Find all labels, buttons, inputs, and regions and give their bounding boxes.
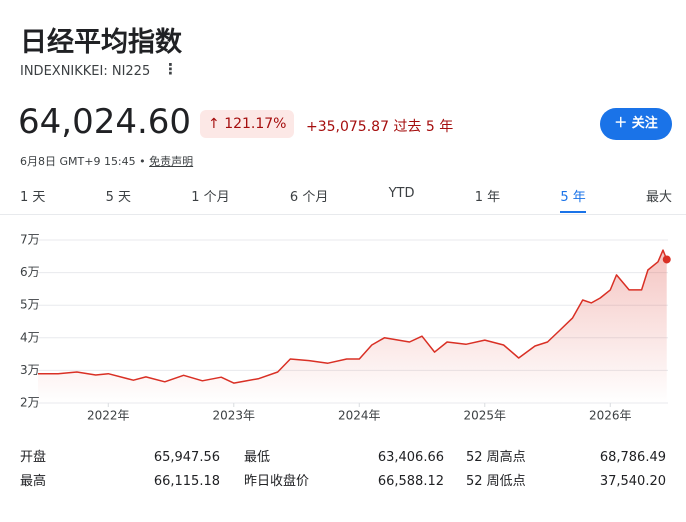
y-tick-label: 3万 [20,363,40,377]
y-tick-label: 7万 [20,233,40,247]
range-tab[interactable]: 5 天 [105,190,132,205]
more-menu[interactable]: ⋮ [163,60,178,78]
stat-label: 昨日收盘价 [244,474,310,489]
range-tab[interactable]: 5 年 [560,186,586,213]
range-tab[interactable]: YTD [388,186,415,201]
stats-row: 开盘 65,947.56 [20,446,220,470]
stat-value: 37,540.20 [599,474,666,489]
y-tick-label: 4万 [20,330,40,344]
x-tick-label: 2024年 [338,409,381,423]
stats-row: 52 周低点 37,540.20 [466,470,666,494]
y-tick-label: 5万 [20,298,40,312]
disclaimer[interactable]: 免责声明 [149,155,194,168]
change-percent: 121.17% [224,116,287,132]
stats-row: 52 周高点 68,786.49 [466,446,666,470]
stat-value: 66,115.18 [153,474,220,489]
range-tab[interactable]: 6 个月 [289,190,329,205]
timestamp-line: 6月8日 GMT+9 15:45 • 免责声明 [20,155,194,168]
range-tab[interactable]: 1 年 [474,190,501,205]
x-tick-label: 2025年 [463,409,506,423]
stat-label: 52 周低点 [466,474,526,489]
y-tick-label: 6万 [20,265,40,279]
change-pill: ↑ 121.17% [200,110,295,138]
y-tick-label: 2万 [20,396,40,410]
stat-label: 开盘 [20,450,47,465]
change-absolute: +35,075.87 [306,119,389,135]
chart: 2万 3万 4万 5万 6万 7万 2022年 2023年 2024年 2025年 2026年 [20,233,671,423]
range-tabs: 1 天 5 天 1 个月 6 个月 YTD 1 年 5 年 最大 [20,186,672,213]
stats-row: 昨日收盘价 66,588.12 [244,470,444,494]
price: 64,024.60 [18,102,192,142]
divider [0,214,686,215]
stat-value: 68,786.49 [599,450,666,465]
range-tab[interactable]: 1 个月 [191,190,230,205]
last-point [662,255,671,264]
follow-label[interactable]: 关注 [631,116,658,131]
area-fill [38,250,667,403]
period: 过去 5 年 [393,119,454,135]
stat-value: 65,947.56 [153,450,220,465]
x-tick-label: 2022年 [87,409,130,423]
stats-column: 52 周高点 68,786.49 52 周低点 37,540.20 [466,446,666,494]
x-tick-label: 2026年 [589,409,632,423]
title: 日经平均指数 [20,27,182,58]
stat-value: 63,406.66 [377,450,444,465]
price-line [37,249,668,384]
follow-button[interactable]: ＋ 关注 [600,108,672,140]
timestamp: 6月8日 GMT+9 15:45 [20,155,136,168]
stat-value: 66,588.12 [377,474,444,489]
range-tab[interactable]: 1 天 [20,190,46,205]
stat-label: 52 周高点 [466,450,526,465]
stat-label: 最高 [20,474,47,489]
change: +35,075.87 过去 5 年 [306,116,453,136]
stats-column: 开盘 65,947.56 最高 66,115.18 [20,446,220,494]
range-tab[interactable]: 最大 [645,190,672,205]
ticker: INDEXNIKKEI: NI225 [20,64,151,79]
x-tick-label: 2023年 [213,409,256,423]
stat-label: 最低 [244,450,271,465]
stats-row: 最高 66,115.18 [20,470,220,494]
stats-row: 最低 63,406.66 [244,446,444,470]
stats-column: 最低 63,406.66 昨日收盘价 66,588.12 [244,446,444,494]
